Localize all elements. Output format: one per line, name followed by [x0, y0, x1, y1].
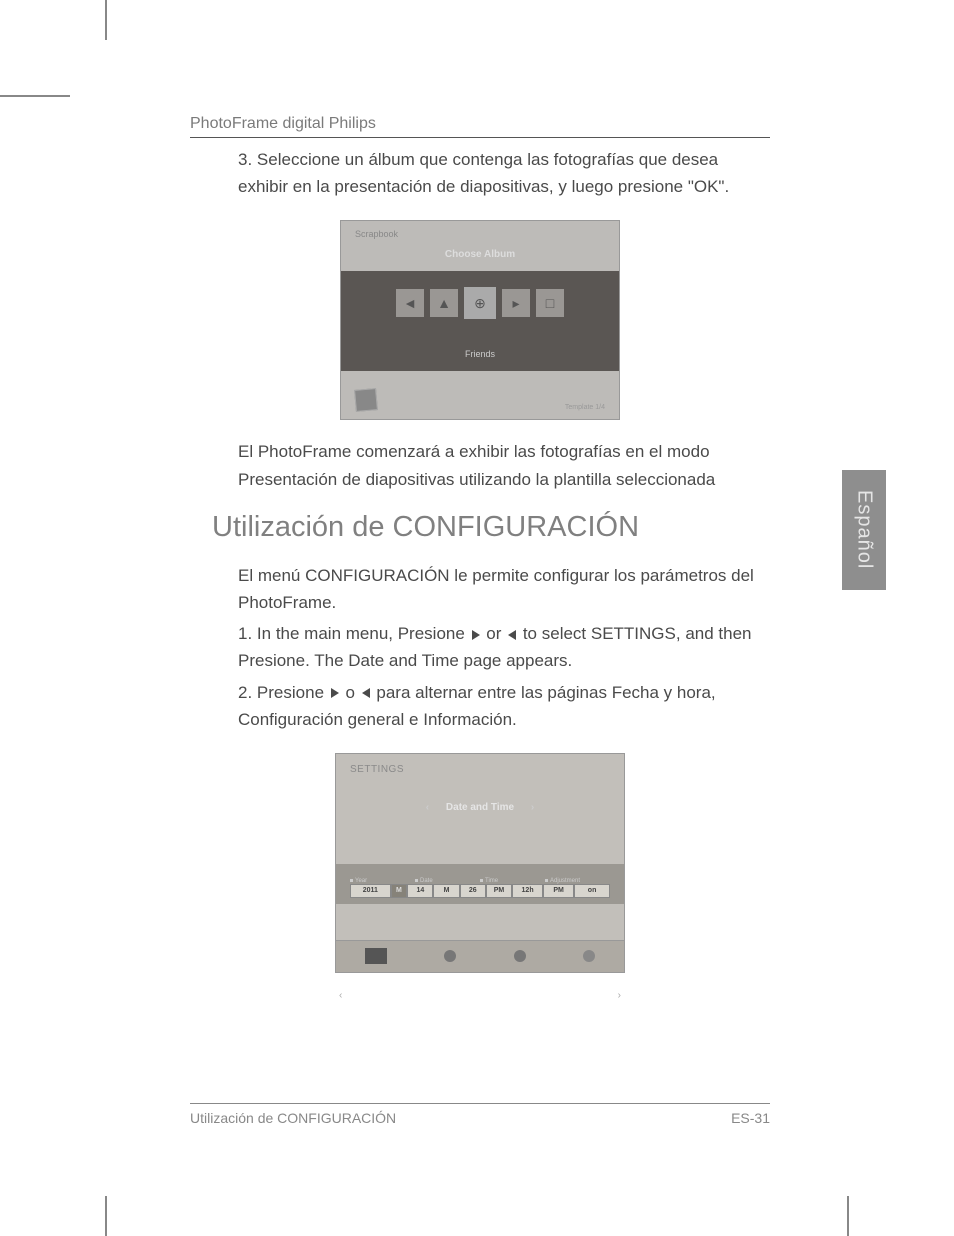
ss1-footer-text: Template 1/4 — [565, 404, 605, 411]
step-number: 3. — [238, 150, 252, 169]
field-year: 2011 — [350, 884, 391, 898]
intro-text: El menú CONFIGURACIÓN le permite configu… — [238, 562, 770, 616]
footer-row: Utilización de CONFIGURACIÓN ES-31 — [190, 1110, 770, 1126]
step-1: 1. In the main menu, Presione or to sele… — [238, 620, 770, 674]
crop-mark — [847, 1196, 849, 1236]
ss1-title: Scrapbook — [355, 229, 398, 239]
footer-right: ES-31 — [731, 1110, 770, 1126]
ss2-title: SETTINGS — [350, 764, 404, 775]
left-arrow-icon — [508, 630, 516, 640]
ss2-fields: 2011 M 14 M 26 PM 12h PM on — [350, 884, 610, 898]
ss1-footer-icon — [354, 388, 378, 412]
field: 14 — [407, 884, 433, 898]
thumb-center: ⊕ — [464, 287, 496, 319]
ss1-thumbs: ◄ ▲ ⊕ ▸ □ — [396, 289, 564, 319]
left-arrow-icon — [362, 688, 370, 698]
ss1-caption: Friends — [465, 349, 495, 359]
after-screenshot-text: El PhotoFrame comenzará a exhibir las fo… — [238, 438, 770, 492]
thumb: ▸ — [502, 289, 530, 317]
language-tab: Español — [842, 470, 886, 590]
right-arrow-icon — [331, 688, 339, 698]
bottom-circle-icon — [583, 950, 595, 962]
thumb: □ — [536, 289, 564, 317]
step-text: Seleccione un álbum que contenga las fot… — [238, 150, 729, 196]
crop-mark — [105, 1196, 107, 1236]
step-text-b: or — [482, 624, 507, 643]
ss1-header: Choose Album — [445, 249, 515, 260]
field: PM — [486, 884, 512, 898]
bottom-circle-icon — [514, 950, 526, 962]
header-title: PhotoFrame digital Philips — [190, 115, 770, 133]
crop-mark — [105, 0, 107, 40]
screenshot-choose-album: Scrapbook Choose Album ◄ ▲ ⊕ ▸ □ Friends… — [340, 220, 620, 420]
section-heading: Utilización de CONFIGURACIÓN — [212, 511, 770, 544]
ss2-bottom-bar — [336, 940, 624, 972]
step-number: 2. — [238, 683, 252, 702]
side-arrow-left-icon: ‹ — [339, 990, 342, 1001]
right-arrow-icon — [472, 630, 480, 640]
footer-rule — [190, 1103, 770, 1104]
left-chevron-icon: ‹ — [426, 802, 429, 813]
step-text-a: Presione — [257, 683, 329, 702]
thumb: ▲ — [430, 289, 458, 317]
bottom-icon — [365, 948, 387, 964]
header-rule — [190, 137, 770, 138]
field: M — [433, 884, 459, 898]
ss2-header-text: Date and Time — [446, 802, 514, 813]
field: PM — [543, 884, 574, 898]
step-text-a: In the main menu, Presione — [257, 624, 470, 643]
right-chevron-icon: › — [531, 802, 534, 813]
crop-mark — [0, 95, 70, 97]
step-text-b: o — [341, 683, 360, 702]
bottom-circle-icon — [444, 950, 456, 962]
field: M — [391, 884, 408, 898]
field: 26 — [460, 884, 486, 898]
step-3: 3. Seleccione un álbum que contenga las … — [238, 146, 770, 200]
side-arrow-right-icon: › — [618, 990, 621, 1001]
field: 12h — [512, 884, 543, 898]
ss1-dark-band: ◄ ▲ ⊕ ▸ □ Friends — [341, 271, 619, 371]
page-footer: Utilización de CONFIGURACIÓN ES-31 — [190, 1103, 770, 1126]
thumb: ◄ — [396, 289, 424, 317]
ss2-header: ‹ Date and Time › — [426, 802, 534, 813]
step-number: 1. — [238, 624, 252, 643]
screenshot-settings: SETTINGS ‹ Date and Time › Year Date Tim… — [335, 753, 625, 973]
ss2-field-bar: Year Date Time Adjustment 2011 M 14 M 26… — [336, 864, 624, 904]
field: on — [574, 884, 610, 898]
page-content: PhotoFrame digital Philips 3. Seleccione… — [190, 115, 770, 973]
footer-left: Utilización de CONFIGURACIÓN — [190, 1110, 396, 1126]
step-2: 2. Presione o para alternar entre las pá… — [238, 679, 770, 733]
